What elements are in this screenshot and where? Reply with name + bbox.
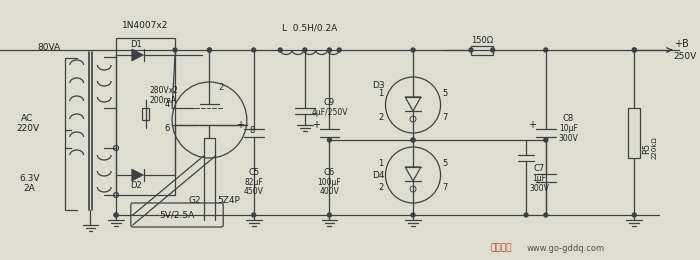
- Text: C5: C5: [248, 167, 259, 177]
- Text: 2: 2: [378, 113, 383, 121]
- Circle shape: [544, 213, 547, 217]
- Polygon shape: [132, 169, 144, 181]
- Text: 5: 5: [443, 159, 448, 167]
- Text: 6.3V: 6.3V: [20, 173, 40, 183]
- Circle shape: [328, 138, 331, 142]
- Text: D4: D4: [372, 171, 385, 179]
- Text: L  0.5H/0.2A: L 0.5H/0.2A: [282, 23, 337, 32]
- Circle shape: [252, 48, 256, 52]
- Text: www.go-gddq.com: www.go-gddq.com: [526, 244, 605, 252]
- Text: C8: C8: [563, 114, 574, 122]
- Text: 82μF: 82μF: [244, 178, 263, 186]
- Text: 8: 8: [249, 126, 254, 134]
- Text: 220kΩ: 220kΩ: [652, 136, 658, 159]
- Text: 4: 4: [164, 100, 170, 108]
- Text: 80VA: 80VA: [38, 42, 61, 51]
- Circle shape: [328, 48, 331, 52]
- Circle shape: [252, 213, 256, 217]
- Circle shape: [632, 48, 636, 52]
- Text: 200mA: 200mA: [150, 95, 176, 105]
- Text: 280Vx2: 280Vx2: [150, 86, 178, 94]
- Text: 100μF: 100μF: [318, 178, 342, 186]
- Circle shape: [207, 48, 211, 52]
- Text: C6: C6: [324, 167, 335, 177]
- Text: +: +: [528, 120, 536, 129]
- Bar: [471, 46, 493, 55]
- Bar: [141, 108, 150, 120]
- Text: +: +: [236, 120, 244, 129]
- Bar: [116, 38, 175, 195]
- Text: 300V: 300V: [529, 184, 549, 192]
- Circle shape: [114, 213, 118, 217]
- Circle shape: [544, 48, 547, 52]
- Text: D3: D3: [372, 81, 385, 89]
- Text: 2: 2: [218, 82, 224, 92]
- Text: 2A: 2A: [24, 184, 36, 192]
- Text: +B: +B: [673, 39, 688, 49]
- Text: 150Ω: 150Ω: [471, 36, 493, 44]
- Text: 450V: 450V: [244, 186, 264, 196]
- Circle shape: [411, 138, 415, 142]
- Text: 广电路网: 广电路网: [491, 244, 512, 252]
- Text: R5: R5: [643, 142, 652, 154]
- Text: 5V/2.5A: 5V/2.5A: [160, 211, 195, 219]
- Text: 1N4007x2: 1N4007x2: [122, 21, 169, 29]
- Text: 6: 6: [164, 124, 170, 133]
- Circle shape: [411, 213, 415, 217]
- Circle shape: [207, 48, 211, 52]
- Circle shape: [411, 48, 415, 52]
- Circle shape: [303, 48, 307, 52]
- Text: 10μF: 10μF: [559, 124, 578, 133]
- Circle shape: [328, 213, 331, 217]
- Text: 400V: 400V: [319, 186, 339, 196]
- Text: C9: C9: [324, 98, 335, 107]
- Circle shape: [173, 48, 177, 52]
- Text: 4μF/250V: 4μF/250V: [312, 107, 348, 116]
- Text: 300V: 300V: [559, 133, 578, 142]
- Text: 5: 5: [443, 88, 448, 98]
- Text: 250V: 250V: [673, 51, 697, 61]
- Circle shape: [544, 138, 547, 142]
- Text: 7: 7: [443, 113, 448, 121]
- Text: 1: 1: [378, 88, 383, 98]
- Text: D1: D1: [130, 40, 141, 49]
- Text: D2: D2: [130, 180, 141, 190]
- Text: G2: G2: [188, 196, 201, 205]
- Circle shape: [524, 213, 528, 217]
- Circle shape: [632, 213, 636, 217]
- Text: 220V: 220V: [16, 124, 39, 133]
- Circle shape: [411, 138, 415, 142]
- Circle shape: [114, 213, 118, 217]
- Circle shape: [337, 48, 341, 52]
- Text: +: +: [312, 120, 320, 129]
- Polygon shape: [132, 49, 144, 61]
- Bar: [629, 107, 640, 158]
- Text: 2: 2: [378, 183, 383, 192]
- Circle shape: [469, 48, 473, 52]
- Circle shape: [632, 48, 636, 52]
- Text: 1μF: 1μF: [532, 173, 546, 183]
- Text: 5Z4P: 5Z4P: [218, 196, 241, 205]
- Text: 1: 1: [378, 159, 383, 167]
- Text: 7: 7: [443, 183, 448, 192]
- Circle shape: [491, 48, 495, 52]
- Text: AC: AC: [22, 114, 34, 122]
- Text: C7: C7: [533, 164, 545, 172]
- Circle shape: [279, 48, 282, 52]
